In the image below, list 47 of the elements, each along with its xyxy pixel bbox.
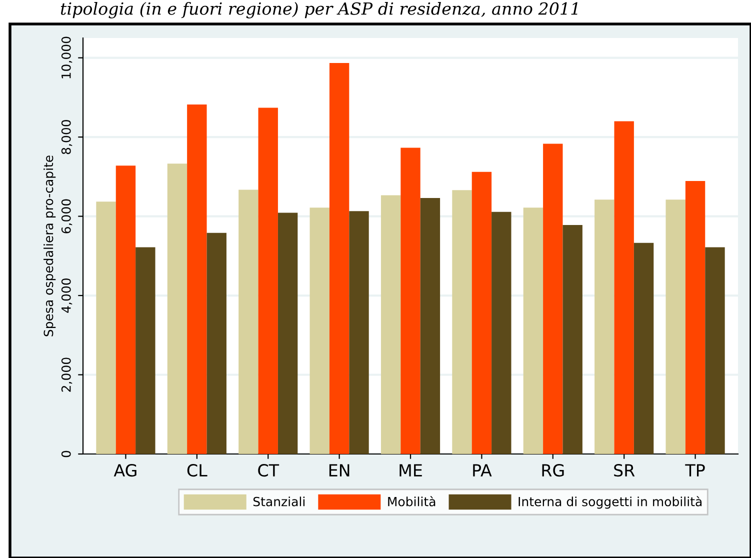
- bar: [420, 198, 440, 454]
- bar: [400, 148, 420, 454]
- bar: [96, 202, 116, 454]
- legend-label: Stanziali: [253, 496, 304, 506]
- x-tick-label: CL: [187, 464, 208, 477]
- bar: [666, 200, 686, 454]
- bar: [136, 247, 156, 454]
- x-tick-label: TP: [685, 464, 705, 476]
- y-tick-label: 0: [61, 450, 71, 458]
- bar: [258, 108, 278, 454]
- legend-label: Interna di soggetti in mobilità: [518, 496, 702, 509]
- y-tick-label: 6,000: [61, 199, 72, 234]
- bar: [705, 247, 725, 454]
- y-tick-label: 2,000: [61, 358, 72, 392]
- x-tick-label: ME: [400, 464, 422, 476]
- bar: [472, 172, 492, 454]
- bar: [543, 144, 563, 454]
- bar: [614, 121, 634, 454]
- bar: [187, 104, 207, 454]
- bar: [562, 225, 582, 454]
- bar: [634, 242, 654, 454]
- y-tick-label: 10,000: [61, 36, 72, 78]
- legend-label: Mobilità: [388, 496, 436, 506]
- bar: [523, 208, 544, 454]
- x-tick-label: EN: [329, 464, 350, 476]
- bar: [685, 181, 706, 454]
- bar: [329, 62, 350, 454]
- x-tick-label: PA: [473, 464, 492, 476]
- bar: [238, 190, 258, 454]
- bar: [380, 195, 401, 454]
- bar: [167, 164, 188, 454]
- bar: [116, 166, 136, 454]
- bar: [594, 200, 614, 454]
- bar: [492, 212, 512, 454]
- x-tick-label: AG: [114, 464, 136, 477]
- x-tick-label: SR: [614, 464, 635, 477]
- bar: [206, 232, 226, 454]
- x-tick-label: RG: [542, 464, 564, 477]
- bar: [452, 190, 472, 454]
- y-axis-title: Spesa ospedaliera pro-capite: [44, 156, 56, 336]
- y-tick-label: 8,000: [61, 120, 72, 154]
- bar: [278, 212, 298, 454]
- x-tick-label: CT: [258, 464, 280, 477]
- y-tick-label: 4,000: [61, 278, 72, 313]
- chart-title: tipologia (in e fuori regione) per ASP di residenza, anno 2011: [60, 2, 578, 18]
- bar: [310, 208, 330, 454]
- bar: [349, 211, 369, 454]
